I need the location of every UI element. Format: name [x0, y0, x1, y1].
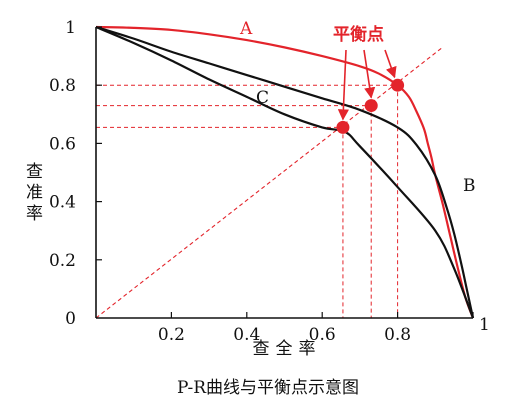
x-axis-title: 查全率 [253, 339, 322, 359]
y-tick-label: 1 [65, 18, 76, 38]
break-even-point [364, 99, 378, 113]
y-tick-label: 0.6 [49, 134, 76, 154]
curve-a [95, 25, 475, 319]
chart-caption: P-R曲线与平衡点示意图 [177, 378, 359, 398]
annotation-arrow [384, 49, 397, 79]
y-tick-label: 0.8 [49, 76, 76, 96]
annotation-arrow [337, 49, 349, 121]
annotation-label: 平衡点 [333, 24, 384, 45]
break-even-point [391, 78, 405, 92]
y-tick-label: 0.2 [49, 251, 76, 271]
annotation-arrows [337, 49, 397, 121]
x-tick-label: 0.8 [384, 325, 411, 345]
curve-b [95, 25, 475, 319]
y-axis-title: 查准率 [22, 162, 43, 225]
x-tick-label: 0.2 [158, 325, 185, 345]
curve-label-b: B [463, 176, 476, 196]
x-tick-label: 1 [479, 315, 490, 335]
axes-frame [95, 27, 473, 319]
break-even-points [336, 78, 405, 134]
x-tick-label: 0.4 [233, 325, 260, 345]
curves-group [95, 25, 475, 319]
axis-ticks: 0 0.2 0.4 0.6 0.8 1 0.2 0.4 0.6 0.8 1 [49, 18, 490, 345]
curve-label-a: A [239, 19, 253, 39]
x-tick-label: 0 [65, 309, 76, 329]
curve-label-c: C [256, 88, 269, 108]
annotation-arrow [363, 49, 376, 99]
y-tick-label: 0.4 [49, 193, 76, 213]
break-even-guides [95, 46, 444, 319]
reference-diagonal-line [95, 46, 444, 319]
x-tick-label: 0.6 [309, 325, 336, 345]
break-even-point [336, 120, 350, 134]
labels-group: A B C 平衡点 查全率 查准率 P-R曲线与平衡点示意图 [22, 19, 476, 398]
curve-c [95, 25, 475, 319]
